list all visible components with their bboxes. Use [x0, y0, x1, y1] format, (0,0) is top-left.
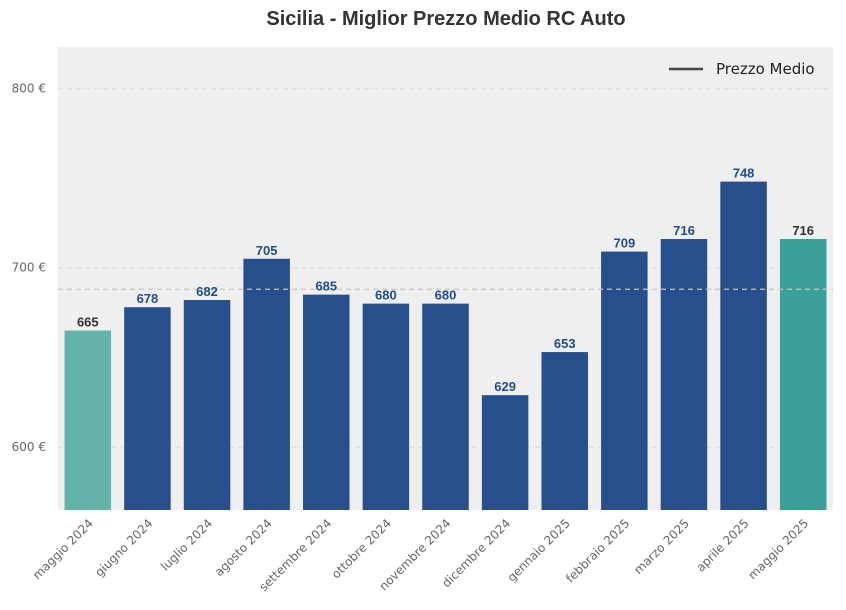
- value-label: 665: [77, 315, 99, 330]
- bar: [243, 258, 290, 510]
- value-labels: 665 678 682 705 685 680 680 629 653 709 716 748 716: [77, 166, 814, 395]
- x-tick-label: marzo 2025: [631, 516, 692, 577]
- value-label: 716: [673, 223, 695, 238]
- x-tick-label: maggio 2024: [30, 516, 96, 582]
- value-label: 680: [375, 288, 397, 303]
- value-label: 716: [792, 223, 814, 238]
- bar: [779, 239, 827, 510]
- bar: [660, 239, 708, 510]
- chart-title: Sicilia - Miglior Prezzo Medio RC Auto: [266, 8, 625, 30]
- y-tick-label: 600 €: [12, 440, 46, 454]
- x-tick-label: giugno 2024: [92, 516, 155, 579]
- value-label: 685: [315, 279, 337, 294]
- value-label: 709: [613, 236, 635, 251]
- bar: [362, 303, 410, 510]
- bar: [720, 181, 767, 510]
- y-tick-label: 700 €: [12, 261, 46, 275]
- bar: [124, 307, 171, 510]
- value-label: 680: [435, 288, 457, 303]
- x-tick-label: febbraio 2025: [563, 516, 632, 585]
- y-tick-label: 800 €: [12, 81, 46, 95]
- bar: [601, 251, 648, 510]
- legend-label: Prezzo Medio: [716, 60, 815, 78]
- bar: [422, 303, 469, 510]
- y-axis: 600 € 700 € 800 €: [12, 81, 46, 454]
- x-tick-label: luglio 2024: [158, 516, 215, 573]
- bars: [64, 181, 827, 510]
- legend: Prezzo Medio: [669, 60, 815, 78]
- value-label: 682: [196, 284, 218, 299]
- bar: [303, 294, 350, 510]
- value-label: 653: [554, 336, 576, 351]
- x-tick-label: gennaio 2025: [505, 516, 573, 584]
- bar: [183, 300, 231, 510]
- x-tick-label: ottobre 2024: [329, 516, 394, 581]
- value-label: 748: [733, 166, 755, 181]
- x-tick-label: agosto 2024: [212, 516, 275, 579]
- bar: [481, 395, 529, 510]
- bar: [541, 352, 588, 510]
- value-label: 629: [494, 379, 516, 394]
- value-label: 705: [256, 243, 278, 258]
- x-tick-label: maggio 2025: [745, 516, 811, 582]
- bar: [64, 330, 112, 510]
- x-tick-label: aprile 2025: [693, 516, 751, 574]
- value-label: 678: [137, 291, 159, 306]
